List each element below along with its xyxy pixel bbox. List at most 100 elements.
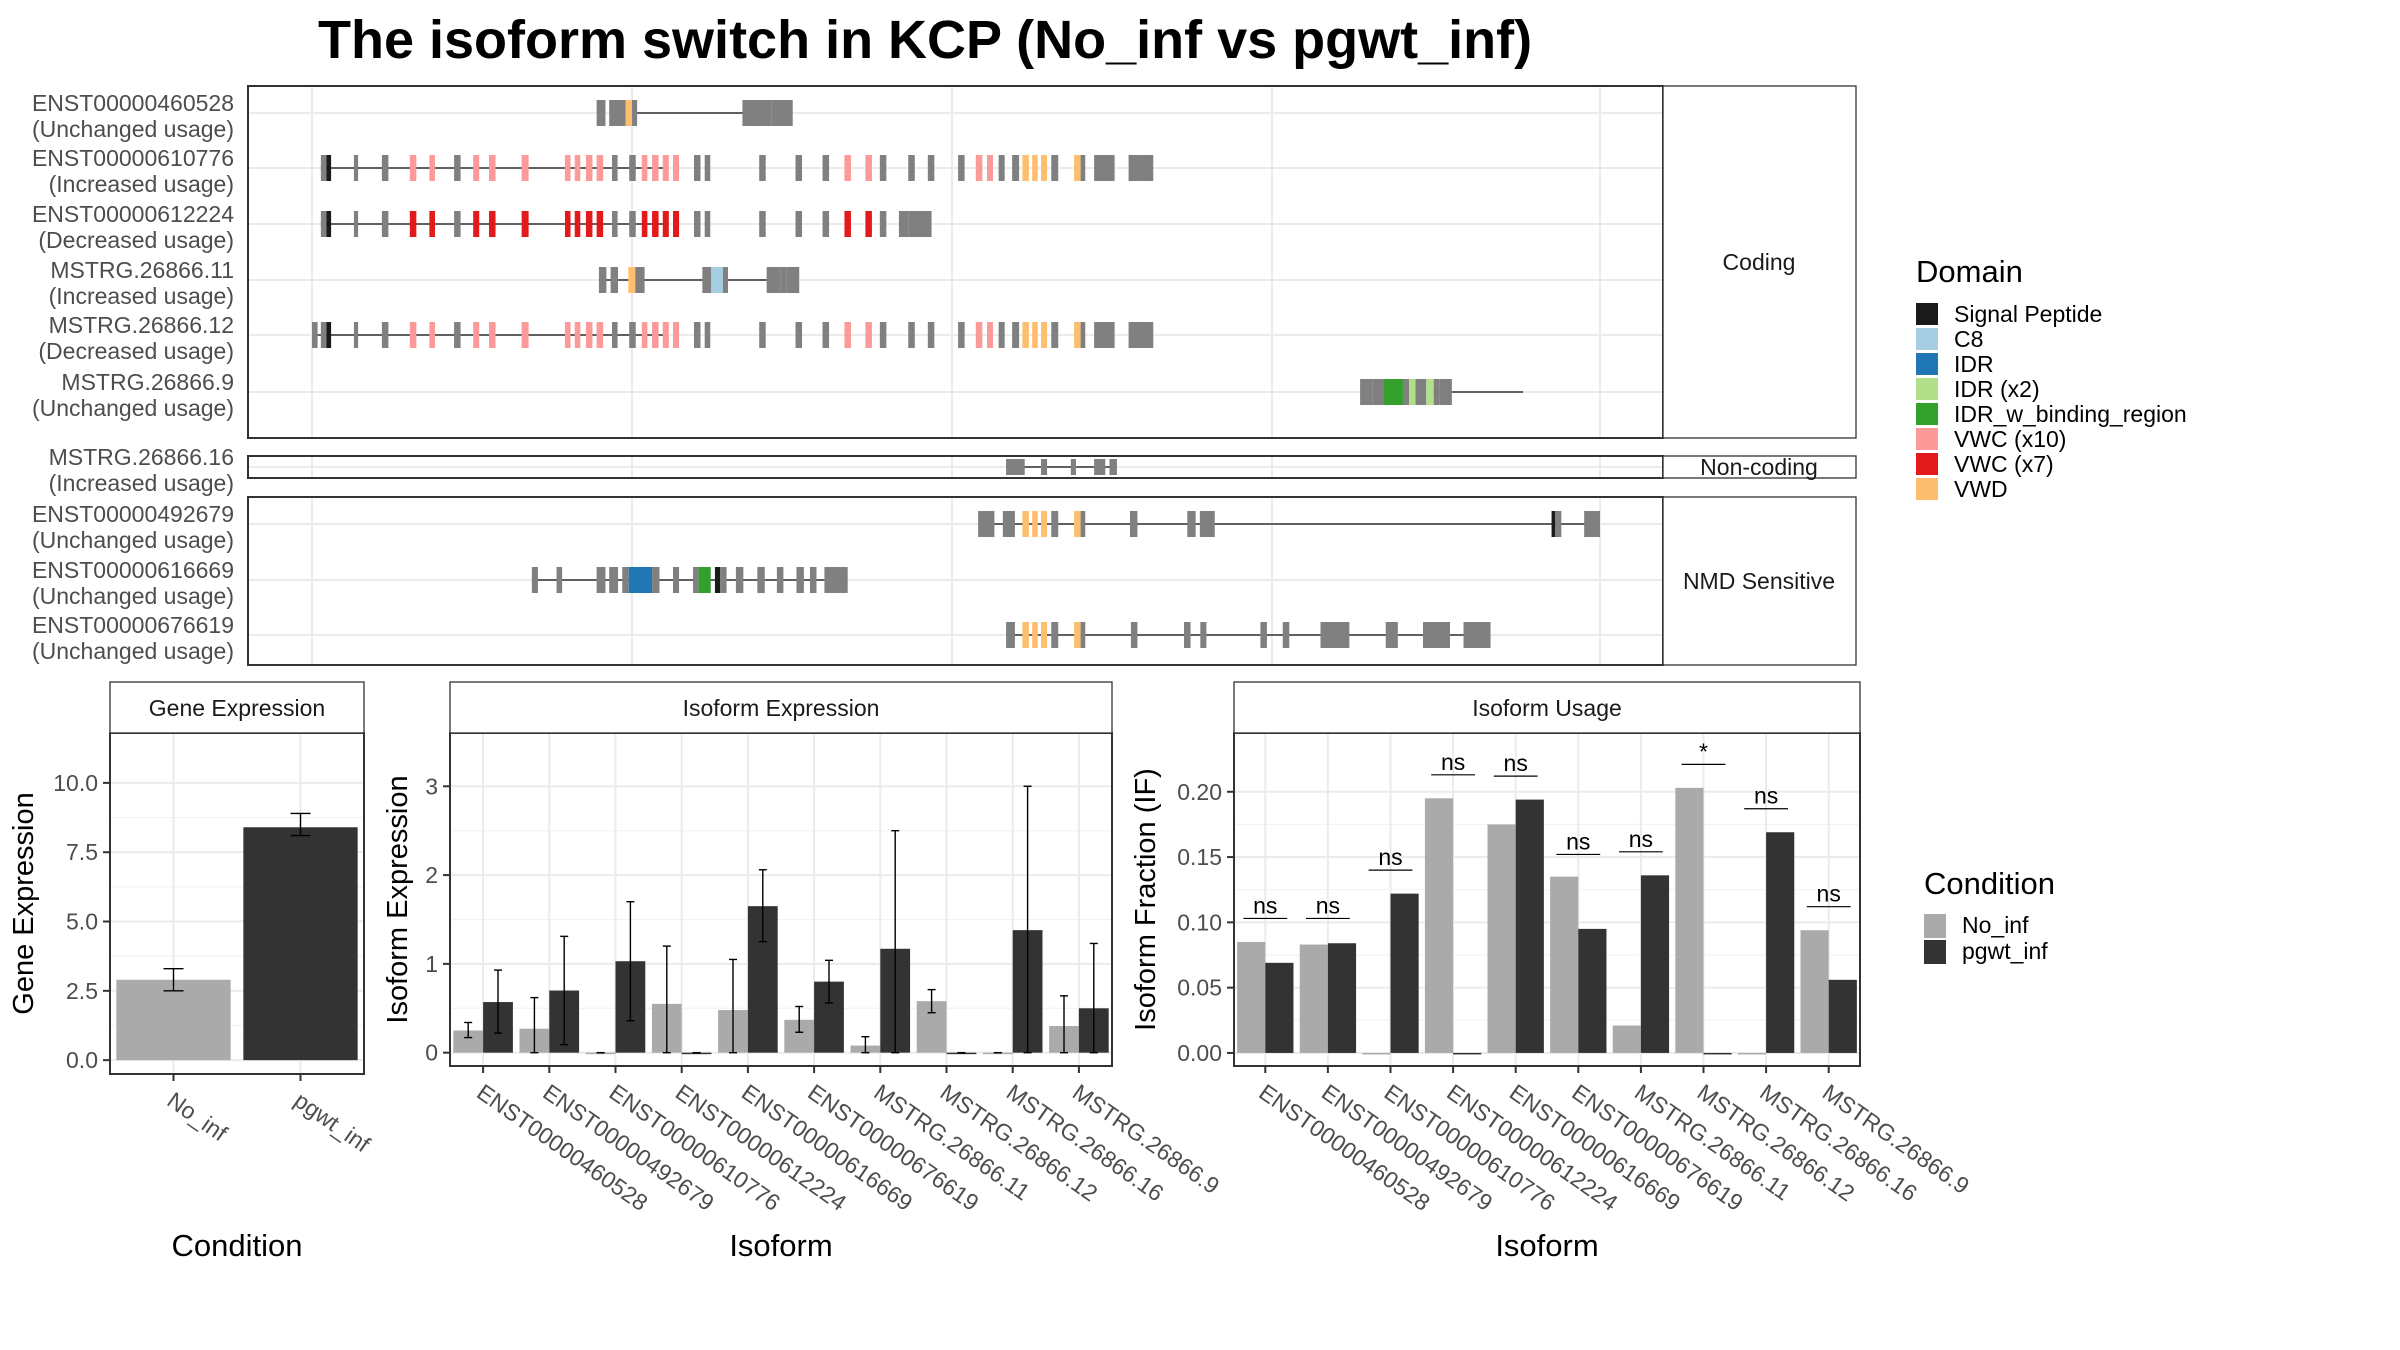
domain-legend-title: Domain [1916, 254, 2023, 289]
exon-block [473, 155, 480, 181]
exon-block [521, 211, 529, 237]
exon-block [844, 211, 851, 237]
domain-legend-label: C8 [1954, 326, 1983, 352]
exon-block [1130, 622, 1138, 648]
exon-block [521, 322, 529, 348]
y-tick-label: 0.00 [1177, 1040, 1222, 1066]
y-tick-label: 7.5 [66, 839, 98, 865]
exon-block [704, 211, 711, 237]
exon-block [865, 155, 872, 181]
isoform-track [596, 100, 793, 126]
exon-block [1041, 155, 1048, 181]
exon-block [720, 567, 727, 593]
exon-block [1022, 622, 1029, 648]
exon-block [1143, 155, 1154, 181]
significance-label: ns [1441, 749, 1465, 775]
condition-legend-swatch [1924, 940, 1946, 964]
exon-block [1051, 622, 1059, 648]
facet-strip-label: NMD Sensitive [1683, 568, 1835, 594]
exon-block [1022, 155, 1029, 181]
exon-block [625, 100, 633, 126]
data-bar [1390, 893, 1419, 1053]
y-tick-label: 5.0 [66, 909, 98, 935]
exon-block [1584, 511, 1600, 537]
exon-block [1426, 379, 1434, 405]
exon-block [585, 322, 593, 348]
exon-block [722, 267, 728, 293]
exon-block [1022, 511, 1029, 537]
data-bar [1515, 799, 1544, 1053]
exon-block [1187, 511, 1196, 537]
isoform-usage-label: (Unchanged usage) [32, 116, 234, 142]
exon-block [1080, 155, 1086, 181]
facet-strip [1662, 455, 1857, 479]
exon-block [795, 155, 803, 181]
exon-block [822, 155, 830, 181]
exon-block [409, 155, 417, 181]
domain-legend-swatch [1916, 403, 1938, 425]
exon-block [786, 267, 800, 293]
exon-block [1199, 511, 1215, 537]
exon-block [1129, 511, 1138, 537]
exon-block [757, 567, 765, 593]
exon-block [596, 322, 604, 348]
exon-block [473, 322, 480, 348]
exon-block [353, 322, 359, 348]
isoform-track [598, 267, 800, 293]
y-tick-label: 0.15 [1177, 844, 1222, 870]
exon-block [693, 322, 701, 348]
exon-block [702, 267, 712, 293]
data-bar [243, 827, 358, 1061]
condition-legend-title: Condition [1924, 866, 2055, 901]
exon-block [766, 267, 781, 293]
exon-block [1006, 622, 1015, 648]
exon-block [641, 322, 648, 348]
exon-block [780, 267, 787, 293]
exon-block [574, 211, 581, 237]
exon-block [714, 567, 721, 593]
exon-block [489, 155, 496, 181]
data-bar [1737, 1052, 1767, 1055]
exon-block [609, 567, 619, 593]
data-bar [453, 1030, 484, 1053]
isoform-usage-label: (Increased usage) [49, 283, 234, 309]
exon-block [978, 511, 995, 537]
exon-block [1041, 322, 1048, 348]
exon-block [1200, 622, 1207, 648]
exon-block [958, 322, 965, 348]
exon-block [958, 155, 965, 181]
domain-legend-swatch [1916, 353, 1938, 375]
facet-strip-label: Gene Expression [149, 695, 325, 721]
condition-legend-label: No_inf [1962, 912, 2029, 938]
domain-legend-label: IDR [1954, 351, 1994, 377]
data-bar [1237, 941, 1266, 1053]
data-bar [1800, 930, 1829, 1053]
isoform-track [320, 155, 1154, 181]
exon-block [1041, 511, 1048, 537]
isoform-structure-plot: ENST00000460528(Unchanged usage)ENST0000… [32, 85, 1857, 666]
isoform-track [1006, 622, 1491, 648]
exon-block [574, 155, 581, 181]
significance-label: ns [1253, 892, 1277, 918]
exon-block [1551, 511, 1556, 537]
exon-block [844, 155, 851, 181]
exon-block [1433, 379, 1440, 405]
exon-block [641, 155, 648, 181]
isoform-track [1006, 459, 1117, 475]
exon-block [693, 155, 701, 181]
exon-block [585, 211, 593, 237]
exon-block [865, 211, 872, 237]
isoform-usage-label: (Unchanged usage) [32, 527, 234, 553]
exon-block [998, 322, 1005, 348]
data-bar [982, 1052, 1013, 1055]
exon-block [908, 211, 932, 237]
isoform-name-label: MSTRG.26866.11 [50, 257, 234, 283]
isoform-usage-label: (Unchanged usage) [32, 638, 234, 664]
exon-block [1022, 322, 1029, 348]
isoform-name-label: MSTRG.26866.9 [61, 369, 234, 395]
exon-block [754, 100, 772, 126]
exon-block [698, 567, 711, 593]
significance-label: ns [1817, 881, 1841, 907]
exon-block [1094, 322, 1115, 348]
